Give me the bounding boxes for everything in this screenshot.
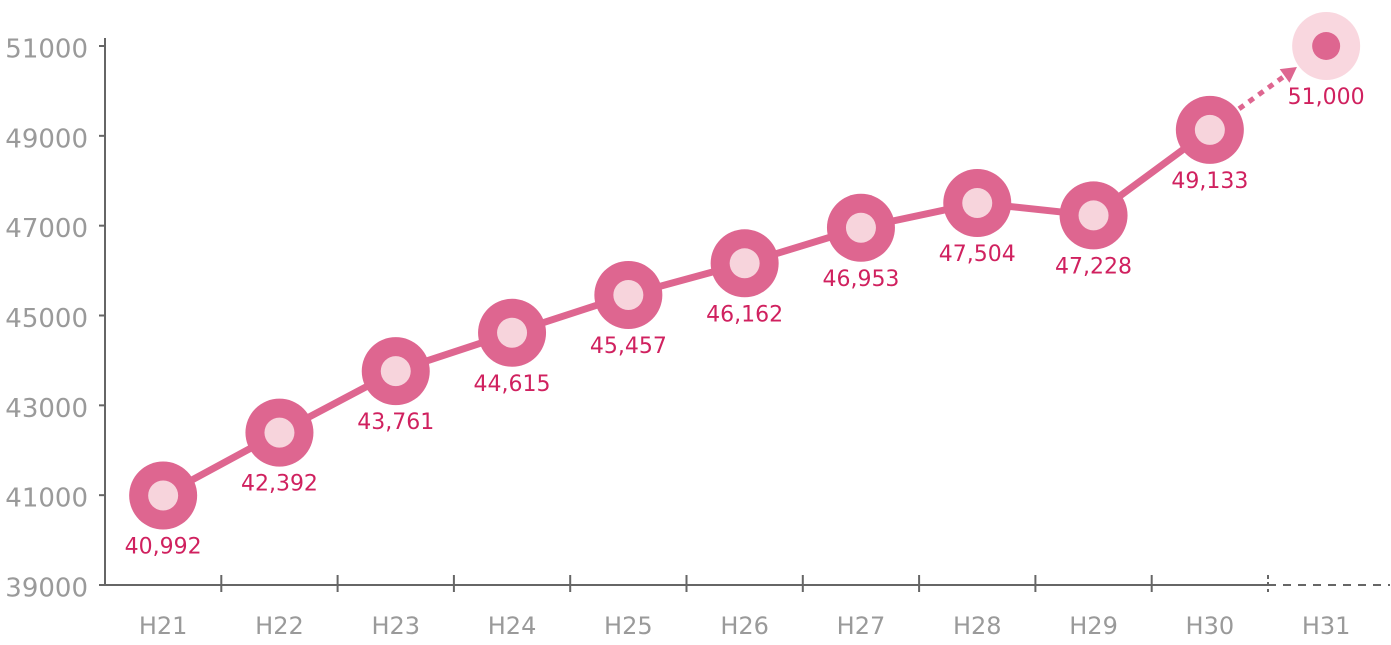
x-tick-label: H22 [255, 612, 304, 640]
arrow-head [1279, 67, 1297, 83]
marker-core [264, 417, 295, 448]
marker-core [497, 317, 528, 348]
x-tick-label: H26 [720, 612, 769, 640]
y-tick-label: 51000 [5, 35, 88, 65]
y-tick-label: 41000 [5, 484, 88, 514]
projection-arrow [1237, 73, 1288, 111]
marker-core [1194, 114, 1225, 145]
x-tick-label: H30 [1186, 612, 1235, 640]
y-tick-label: 43000 [5, 394, 88, 424]
projected-marker-core [1312, 32, 1341, 60]
value-label: 44,615 [474, 372, 551, 397]
x-tick-label: H24 [488, 612, 537, 640]
x-tick-label: H31 [1302, 612, 1351, 640]
x-tick-label: H29 [1069, 612, 1118, 640]
value-label: 49,133 [1171, 169, 1248, 194]
x-tick-label: H23 [371, 612, 420, 640]
y-tick-label: 45000 [5, 304, 88, 334]
y-tick-label: 39000 [5, 574, 88, 604]
value-label: 46,162 [706, 302, 783, 327]
value-label: 40,992 [125, 535, 202, 560]
marker-core [1078, 200, 1109, 231]
data-line [161, 127, 1212, 499]
marker-core [845, 212, 876, 243]
marker-core [962, 188, 993, 219]
value-label: 46,953 [822, 267, 899, 292]
value-label: 51,000 [1288, 85, 1365, 110]
y-tick-label: 47000 [5, 214, 88, 244]
x-tick-label: H21 [139, 612, 188, 640]
marker-core [729, 248, 760, 279]
x-tick-label: H28 [953, 612, 1002, 640]
marker-core [613, 279, 644, 310]
value-label: 47,504 [939, 242, 1016, 267]
marker-core [148, 480, 179, 511]
y-tick-label: 49000 [5, 124, 88, 154]
value-label: 47,228 [1055, 254, 1132, 279]
value-label: 45,457 [590, 334, 667, 359]
x-tick-label: H25 [604, 612, 653, 640]
value-label: 43,761 [357, 410, 434, 435]
x-tick-label: H27 [837, 612, 886, 640]
marker-core [380, 356, 411, 387]
value-label: 42,392 [241, 472, 318, 497]
